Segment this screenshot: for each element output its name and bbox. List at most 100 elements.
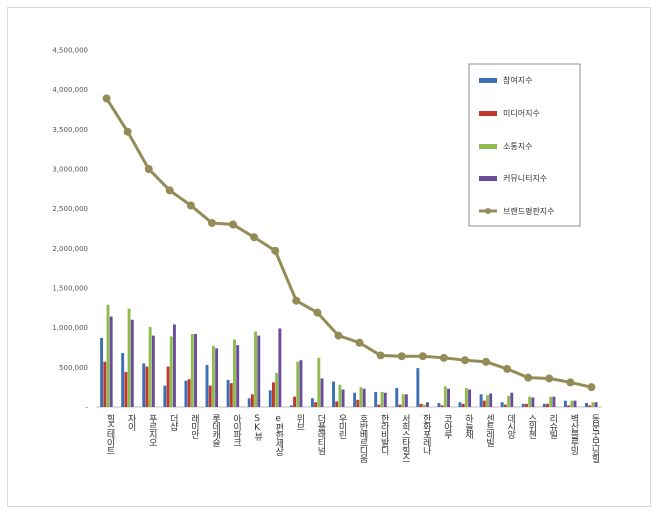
x-tick-label: 자이 [126, 414, 136, 432]
bar-1-23 [563, 400, 567, 407]
bar-2-23 [567, 405, 571, 407]
x-tick-label: 스위첸 [526, 414, 536, 439]
legend-label: 참여지수 [503, 75, 532, 85]
bar-4-6 [215, 348, 219, 407]
bar-3-2 [127, 308, 131, 407]
bar-1-9 [268, 390, 272, 407]
x-tick-label: 코아루 [442, 414, 452, 440]
x-tick-label: 푸르지오 [147, 414, 157, 446]
line-point-22 [545, 374, 554, 383]
bar-2-8 [250, 394, 254, 407]
bar-3-3 [148, 326, 152, 407]
x-tick-label: 하늘채 [463, 414, 473, 440]
bar-2-3 [145, 366, 149, 407]
y-tick-label: - [85, 404, 88, 412]
bar-1-21 [521, 403, 525, 407]
bar-2-16 [419, 403, 423, 407]
legend-swatch [479, 111, 497, 116]
bar-3-14 [380, 391, 384, 407]
bar-1-14 [374, 391, 378, 407]
bar-2-14 [377, 404, 381, 407]
bar-4-5 [194, 334, 197, 407]
bar-1-3 [142, 363, 146, 407]
bar-2-2 [124, 372, 128, 407]
bar-1-11 [310, 398, 314, 407]
line-point-11 [313, 308, 322, 317]
bar-1-1 [100, 337, 104, 407]
bar-3-16 [422, 404, 426, 407]
bar-1-12 [332, 381, 335, 407]
y-tick-label: 3,000,000 [52, 166, 88, 174]
bar-4-14 [383, 392, 387, 407]
bar-3-1 [106, 304, 110, 407]
bar-3-15 [401, 394, 405, 407]
bar-3-9 [275, 372, 279, 407]
bar-3-17 [443, 386, 447, 407]
bar-2-10 [293, 396, 296, 407]
bar-1-24 [585, 403, 588, 407]
bar-4-23 [573, 400, 577, 407]
x-tick-label: 힐스테이트 [105, 413, 115, 454]
line-point-4 [165, 186, 174, 195]
y-tick-label: 4,500,000 [52, 47, 88, 55]
bar-2-1 [103, 361, 107, 407]
line-point-10 [292, 296, 301, 305]
legend-swatch [479, 78, 497, 83]
x-tick-label: 더샵 [168, 414, 178, 431]
bar-4-15 [404, 394, 408, 407]
x-tick-label: 위브 [294, 414, 304, 430]
x-tick-label: 한라비발디 [379, 414, 389, 456]
bar-4-11 [320, 378, 324, 407]
y-tick-label: 2,000,000 [52, 245, 88, 253]
bar-3-21 [528, 396, 532, 407]
legend-label: 브랜드평판지수 [503, 206, 555, 216]
bar-1-2 [121, 353, 125, 407]
y-tick-label: 2,500,000 [52, 205, 88, 213]
x-tick-label: 리슈빌 [547, 414, 557, 439]
bar-3-7 [233, 339, 236, 407]
bar-2-15 [398, 404, 402, 407]
line-point-1 [102, 94, 111, 103]
y-tick-label: 500,000 [59, 364, 88, 372]
bar-4-18 [468, 389, 472, 407]
legend-swatch [479, 176, 497, 181]
legend-label: 미디어지수 [503, 108, 540, 118]
x-tick-label: 데시앙 [505, 414, 515, 439]
bar-4-24 [594, 402, 598, 407]
legend-swatch [479, 144, 497, 149]
bar-2-11 [314, 402, 318, 407]
bar-1-5 [184, 380, 188, 407]
x-tick-label: 롯데캐슬 [210, 414, 220, 447]
bar-3-10 [296, 361, 300, 407]
bar-3-12 [338, 384, 342, 407]
line-point-12 [334, 331, 343, 340]
bar-3-11 [317, 357, 321, 407]
bar-2-4 [166, 366, 170, 407]
bar-2-19 [482, 400, 486, 407]
bar-2-18 [461, 403, 465, 407]
bar-2-13 [356, 399, 360, 407]
bar-4-9 [278, 328, 282, 407]
bar-4-13 [362, 388, 366, 407]
bar-1-16 [416, 368, 420, 407]
bar-1-4 [163, 385, 167, 407]
y-tick-label: 1,000,000 [52, 324, 88, 332]
bar-4-3 [151, 335, 155, 407]
bar-3-19 [486, 395, 489, 407]
line-point-17 [439, 353, 448, 362]
bar-4-20 [510, 392, 514, 407]
x-tick-label: 센트레빌 [484, 414, 494, 447]
line-point-8 [250, 233, 259, 242]
bar-1-18 [458, 402, 462, 407]
line-point-5 [186, 201, 195, 210]
bar-2-20 [503, 404, 507, 407]
x-tick-labels: 힐스테이트 자이 푸르지오 더샵 래미안 롯데캐슬 아이파크 SK뷰 e편한세상 위브 더플래티넘 우… [105, 413, 600, 463]
line-point-3 [144, 165, 153, 173]
x-tick-label: 우미린 [336, 414, 346, 439]
line-point-18 [460, 356, 469, 365]
line-series [102, 94, 596, 392]
x-tick-label: 한화포레나 [421, 414, 431, 456]
bar-4-10 [299, 360, 303, 407]
bar-2-5 [187, 379, 191, 407]
